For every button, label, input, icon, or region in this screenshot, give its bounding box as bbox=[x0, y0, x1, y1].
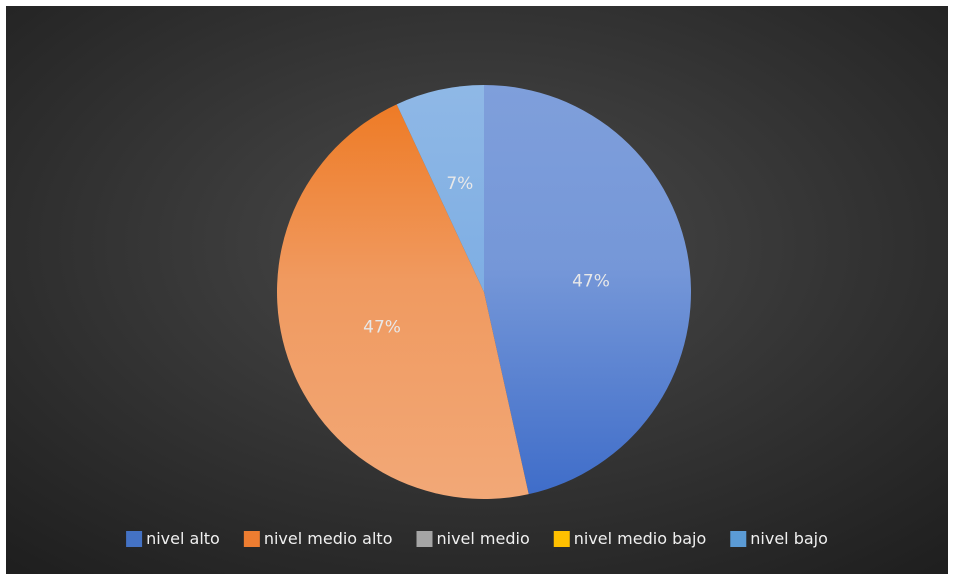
data-label-nivel-alto: 47% bbox=[572, 271, 610, 291]
chart-legend: nivel alto nivel medio alto nivel medio niv… bbox=[126, 529, 828, 548]
legend-swatch-nivel-medio-bajo bbox=[553, 531, 570, 547]
legend-label-nivel-medio: nivel medio bbox=[437, 529, 530, 548]
legend-swatch-nivel-alto bbox=[126, 531, 143, 547]
legend-item-nivel-medio-alto: nivel medio alto bbox=[243, 529, 393, 548]
data-labels: 47% 47% 7% bbox=[363, 174, 610, 338]
legend-item-nivel-alto: nivel alto bbox=[126, 529, 220, 548]
legend-label-nivel-medio-bajo: nivel medio bajo bbox=[574, 529, 707, 548]
pie-slice-nivel-medio-alto bbox=[276, 104, 529, 500]
legend-swatch-nivel-medio bbox=[416, 531, 433, 547]
legend-item-nivel-medio: nivel medio bbox=[416, 529, 530, 548]
legend-swatch-nivel-medio-alto bbox=[243, 531, 260, 547]
data-label-nivel-bajo: 7% bbox=[446, 174, 473, 194]
pie-slices bbox=[276, 85, 691, 500]
legend-item-nivel-medio-bajo: nivel medio bajo bbox=[553, 529, 707, 548]
legend-label-nivel-alto: nivel alto bbox=[146, 529, 220, 548]
pie-slice-nivel-alto bbox=[484, 85, 691, 495]
pie-slice-nivel-bajo bbox=[396, 85, 484, 292]
legend-item-nivel-bajo: nivel bajo bbox=[730, 529, 828, 548]
data-label-nivel-medio-alto: 47% bbox=[363, 318, 401, 338]
chart-area: 47% 47% 7% nivel alto nivel medio alto nivel… bbox=[6, 6, 948, 574]
pie-chart: 47%47%7% nivel alto nivel medio alto nivel… bbox=[6, 6, 948, 574]
legend-label-nivel-bajo: nivel bajo bbox=[750, 529, 828, 548]
legend-swatch-nivel-bajo bbox=[730, 531, 747, 547]
legend-label-nivel-medio-alto: nivel medio alto bbox=[264, 529, 393, 548]
